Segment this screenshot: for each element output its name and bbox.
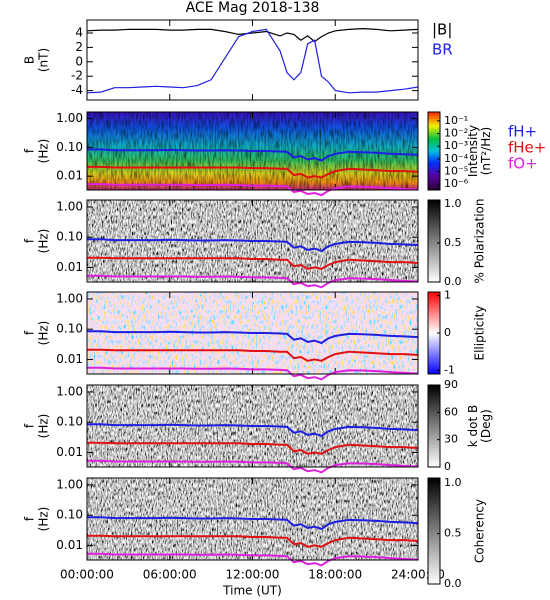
plot-frame (86, 199, 419, 283)
y-axis-label: f (23, 330, 37, 335)
colorbar-tick-label: 10⁻² (444, 127, 468, 140)
colorbar-tick-label: 30 (444, 433, 458, 446)
legend-label: |B| (432, 21, 452, 39)
x-tick-label: 00:00:00 (60, 568, 114, 582)
colorbar-label: (Deg) (479, 409, 493, 443)
y-tick-label: 0 (75, 54, 83, 68)
series-line (87, 183, 419, 197)
series-line (87, 552, 419, 567)
y-axis-label: (Hz) (37, 139, 51, 164)
colorbar-tick-label: 10⁻¹ (444, 114, 468, 127)
colorbar (427, 111, 441, 191)
chart-title: ACE Mag 2018-138 (186, 0, 320, 16)
x-tick-label: 12:00:00 (226, 568, 280, 582)
y-tick-label: 0.10 (56, 140, 83, 154)
x-axis-label: Time (UT) (222, 584, 282, 598)
colorbar-tick-label: -1 (444, 363, 455, 376)
series-line (87, 516, 419, 531)
plot-frame (86, 111, 419, 191)
colorbar (427, 477, 441, 585)
series-line (87, 330, 419, 345)
colorbar-tick-label: 1 (444, 289, 451, 302)
series-line (86, 28, 419, 94)
series-line (87, 165, 419, 179)
colorbar-tick-label: 90 (444, 378, 458, 391)
y-tick-label: 0.01 (56, 445, 83, 459)
colorbar-tick-label: 10⁻³ (444, 139, 468, 152)
series-line (87, 366, 419, 381)
y-tick-label: 4 (75, 25, 83, 39)
x-tick-label: 18:00:00 (308, 568, 362, 582)
y-axis-label: (Hz) (37, 507, 51, 532)
y-tick-label: 2 (75, 40, 83, 54)
y-tick-label: 1.00 (56, 291, 83, 305)
y-axis-label: f (23, 148, 37, 153)
series-line (87, 274, 419, 289)
plot-frame (86, 291, 419, 375)
colorbar-tick-label: 0.5 (444, 236, 462, 249)
plot-frame (86, 384, 419, 468)
series-line (87, 148, 419, 162)
y-tick-label: 0.01 (56, 169, 83, 183)
series-line (87, 423, 419, 438)
y-tick-label: -2 (71, 69, 83, 83)
colorbar-label: Coherency (473, 499, 487, 563)
y-axis-label: (nT) (37, 48, 51, 72)
y-tick-label: 1.00 (56, 384, 83, 398)
y-tick-label: 0.10 (56, 415, 83, 429)
y-tick-label: 0.01 (56, 538, 83, 552)
colorbar-label: Ellipticity (473, 306, 487, 361)
colorbar-tick-label: 0 (444, 326, 451, 339)
colorbar-tick-label: 10⁻⁶ (444, 177, 469, 190)
y-tick-label: 0.10 (56, 322, 83, 336)
colorbar-label: k dot B (466, 405, 480, 447)
colorbar-label: % Polarization (473, 199, 487, 284)
series-line (87, 348, 419, 362)
series-line (87, 256, 419, 270)
series-line (87, 534, 419, 548)
legend-label: fHe+ (508, 139, 546, 157)
y-axis-label: (Hz) (37, 414, 51, 439)
colorbar-tick-label: 10⁻⁵ (444, 165, 468, 178)
y-tick-label: 1.00 (56, 477, 83, 491)
colorbar-tick-label: 10⁻⁴ (444, 152, 469, 165)
y-tick-label: 0.01 (56, 352, 83, 366)
plot-frame (86, 19, 419, 101)
y-axis-label: f (23, 423, 37, 428)
colorbar-tick-label: 0 (444, 460, 451, 473)
colorbar-tick-label: 0.0 (444, 577, 462, 590)
y-axis-label: (Hz) (37, 229, 51, 254)
legend-label: fO+ (508, 155, 538, 173)
y-tick-label: 1.00 (56, 111, 83, 125)
colorbar (427, 199, 441, 283)
series-line (87, 459, 419, 474)
colorbar-tick-label: 0.0 (444, 275, 462, 288)
legend-label: fH+ (508, 123, 537, 141)
colorbar-tick-label: 60 (444, 405, 458, 418)
y-axis-label: B (23, 56, 37, 64)
colorbar (427, 384, 441, 468)
y-axis-label: f (23, 238, 37, 243)
legend-label: BR (432, 41, 453, 59)
y-axis-label: f (23, 516, 37, 521)
series-line (87, 238, 419, 253)
y-tick-label: 0.10 (56, 508, 83, 522)
y-axis-label: (Hz) (37, 321, 51, 346)
y-tick-label: -4 (71, 83, 83, 97)
plot-frame (86, 477, 419, 561)
colorbar-tick-label: 0.5 (444, 527, 462, 540)
colorbar-label: (nT²/Hz) (479, 127, 493, 175)
colorbar-tick-label: 1.0 (444, 476, 462, 489)
y-tick-label: 0.01 (56, 260, 83, 274)
colorbar-label: Intensity (466, 125, 480, 177)
series-line (86, 27, 419, 43)
x-tick-label: 06:00:00 (143, 568, 197, 582)
y-tick-label: 0.10 (56, 230, 83, 244)
series-line (87, 441, 419, 455)
y-tick-label: 1.00 (56, 199, 83, 213)
colorbar-tick-label: 1.0 (444, 197, 462, 210)
